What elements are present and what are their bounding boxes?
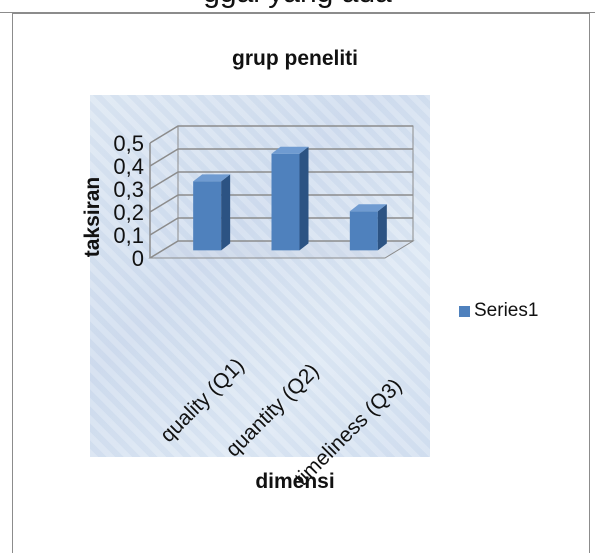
gridline [149,217,413,236]
gridline [149,148,413,167]
y-tick-label: 0,2 [113,200,144,225]
y-tick-label: 0,4 [113,154,144,179]
bar [271,153,300,251]
chart-title: grup peneliti [232,47,358,70]
y-tick-label: 0,1 [113,223,144,248]
bar-top [271,146,309,154]
bar [349,211,378,251]
y-tick-label: 0,5 [113,131,144,156]
y-tick-label: 0 [132,246,144,271]
bar-side [377,204,387,251]
plot-background [90,95,430,457]
x-axis-label: dimensi [255,470,335,493]
y-tick-label: 0,3 [113,177,144,202]
legend-label: Series1 [474,300,539,321]
gridline [149,194,413,213]
gridline [149,240,413,259]
bar-side [299,146,309,251]
frame-top-border [0,12,595,13]
gridline [149,171,413,190]
gridline [149,125,413,144]
legend-swatch [459,305,470,317]
bar-top [193,174,231,182]
bar [193,181,222,251]
bar-top [349,204,387,212]
chart-frame [12,13,590,553]
bar-side [221,174,231,251]
legend: Series1 [459,300,538,322]
header-text-fragment: ggal yang ada [0,0,595,10]
x-tick-label: timeliness (Q3) [290,374,406,490]
